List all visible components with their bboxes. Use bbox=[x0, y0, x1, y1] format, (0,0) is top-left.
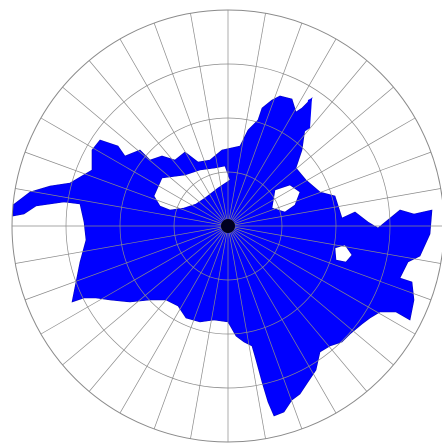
parallel-circle bbox=[65, 63, 391, 389]
map-boundary-circle bbox=[11, 9, 442, 443]
parallel-circle bbox=[119, 117, 337, 335]
parallel-circle bbox=[173, 171, 283, 281]
graticule bbox=[11, 9, 442, 443]
pole-mark bbox=[221, 219, 235, 233]
region-spike bbox=[304, 98, 312, 132]
